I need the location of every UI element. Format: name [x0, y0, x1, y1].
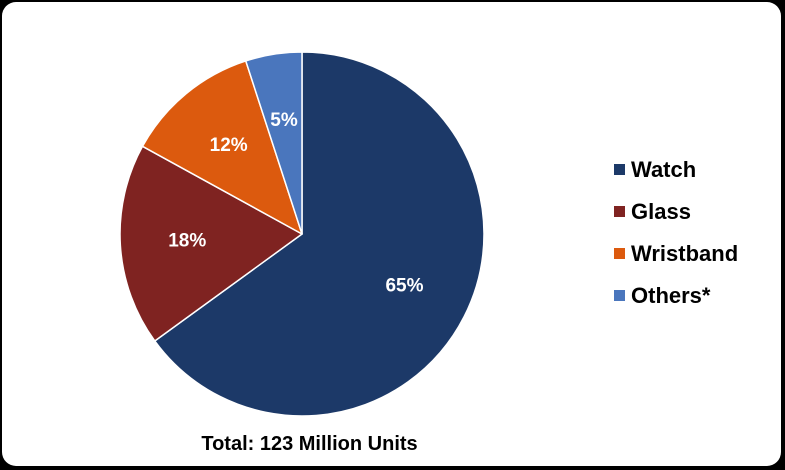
legend-item-glass: Glass — [614, 198, 738, 224]
legend-label-glass: Glass — [631, 198, 691, 224]
chart-legend: Watch Glass Wristband Others* — [614, 156, 739, 327]
legend-label-others: Others* — [631, 282, 711, 308]
pie-label-watch: 65% — [385, 276, 423, 297]
pie-slice-watch — [154, 51, 485, 417]
chart-frame: 65% 18% 12% 5% Watch Glass Wristband Others… — [2, 2, 781, 466]
legend-label-wristband: Wristband — [631, 240, 739, 266]
legend-swatch-wristband — [614, 248, 625, 259]
legend-item-others: Others* — [614, 282, 738, 308]
legend-swatch-watch — [614, 164, 625, 175]
legend-item-wristband: Wristband — [614, 240, 739, 266]
legend-swatch-glass — [614, 206, 625, 217]
pie-label-others: 5% — [270, 110, 298, 131]
pie-slice-wristband — [141, 60, 303, 235]
pie-label-wristband: 12% — [210, 135, 248, 156]
legend-item-watch: Watch — [614, 156, 738, 182]
pie-slice-others — [245, 51, 303, 235]
pie-slice-glass — [119, 145, 303, 342]
legend-swatch-others — [614, 290, 625, 301]
chart-caption: Total: 123 Million Units — [201, 433, 418, 455]
pie-chart: 65% 18% 12% 5% — [119, 51, 485, 417]
pie-label-glass: 18% — [168, 231, 206, 252]
legend-label-watch: Watch — [631, 156, 697, 182]
